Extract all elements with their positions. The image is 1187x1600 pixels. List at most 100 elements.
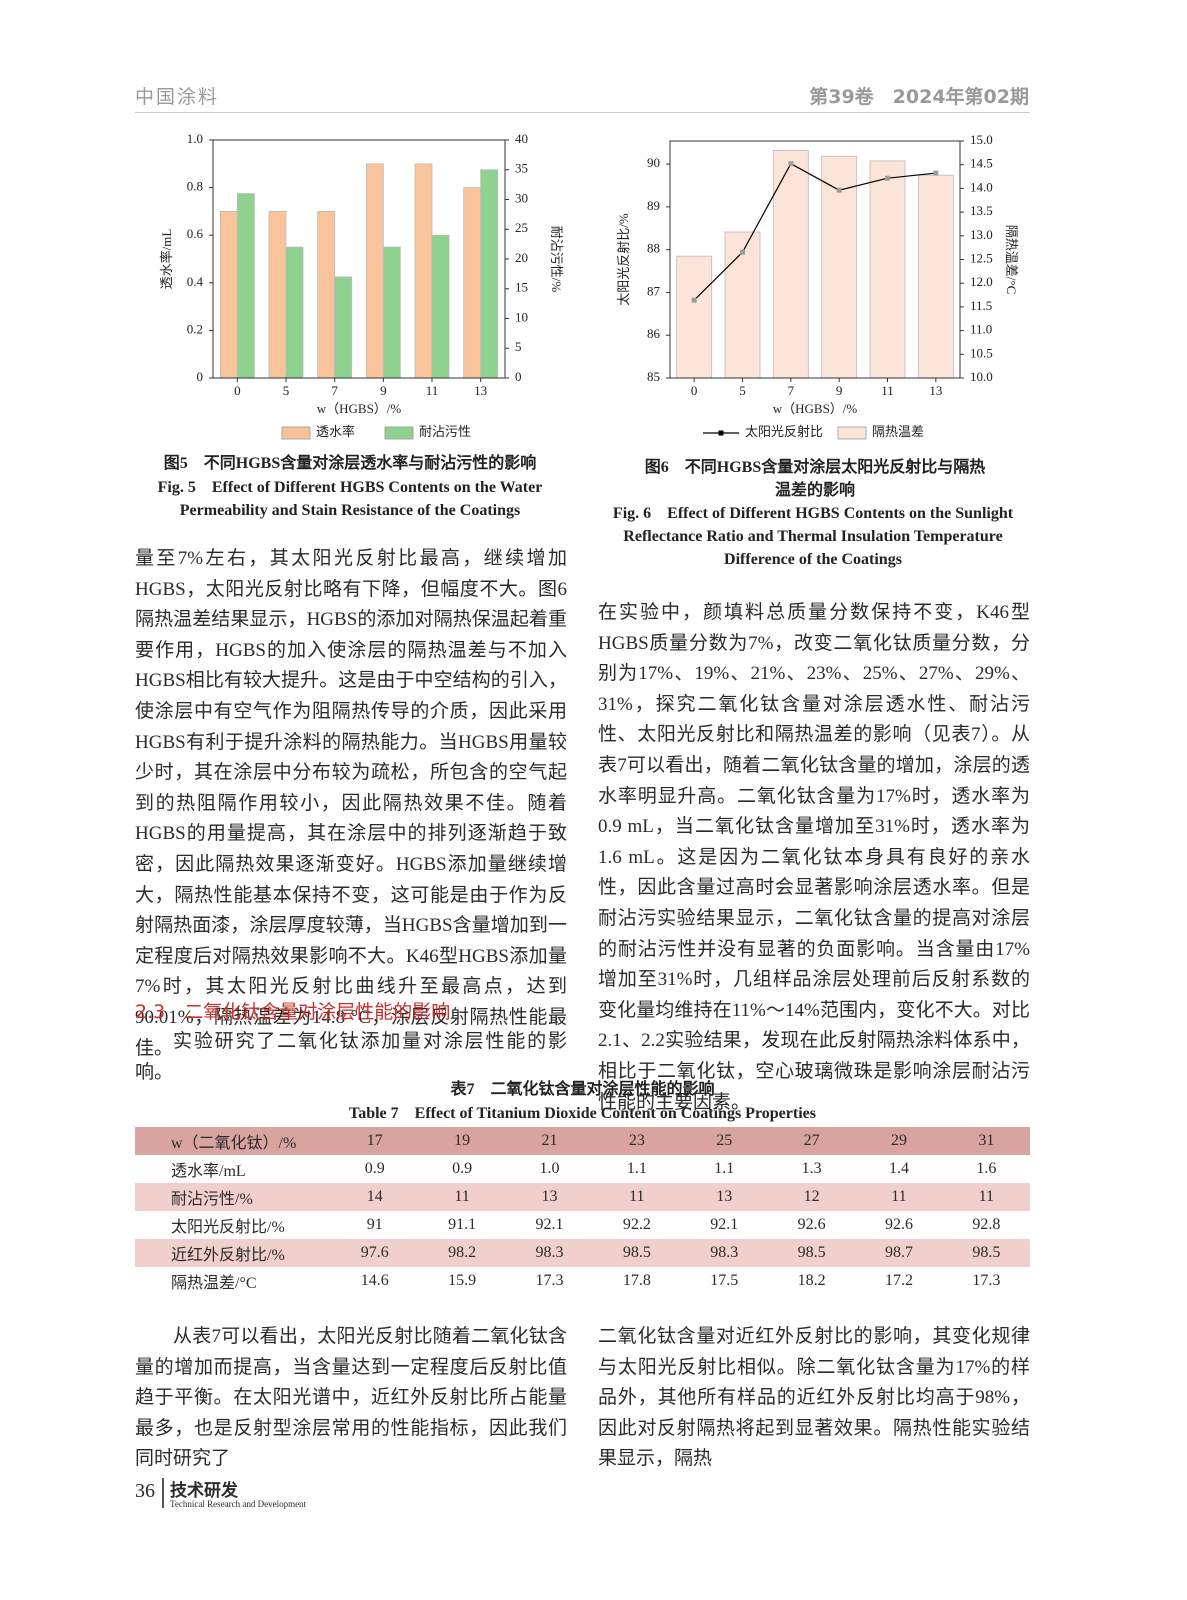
- cell: 91: [366, 1216, 383, 1233]
- header-cell: 23: [593, 1127, 681, 1155]
- y2-tick-label: 14.0: [970, 179, 993, 194]
- cell: 98.3: [505, 1239, 594, 1267]
- cell: 97.6: [331, 1239, 419, 1267]
- legend-label: 耐沾污性: [419, 424, 471, 439]
- cell: 17.5: [710, 1272, 739, 1289]
- bar: [317, 211, 336, 379]
- paragraph: 量至7%左右，其太阳光反射比最高，继续增加HGBS，太阳光反射比略有下降，但幅度…: [135, 548, 567, 1059]
- y2-tick-label: 14.5: [970, 156, 993, 171]
- table-row: w（二氧化钛）/% 17 19 21 23 25 27 29 31: [135, 1127, 1030, 1155]
- cell: 92.1: [710, 1216, 739, 1233]
- y2-tick-label: 5: [515, 339, 522, 354]
- y-tick-label: 87: [647, 283, 661, 298]
- cell: 17.8: [622, 1272, 651, 1289]
- legend-swatch: [281, 426, 311, 440]
- plot-frame: [212, 139, 506, 379]
- figure-5: 0 0.2 0.4 0.6 0.8 1.0 0 5 10 15 20 25 30 35 40 0 5 7 9 11 13…: [159, 131, 564, 440]
- x-tick-label: 9: [380, 383, 387, 398]
- cell: 98.3: [680, 1239, 768, 1267]
- cell: 13: [505, 1183, 594, 1211]
- x-tick-label: 13: [474, 383, 487, 398]
- cell: 13: [680, 1183, 768, 1211]
- table-title: 表7 二氧化钛含量对涂层性能的影响: [450, 1081, 715, 1098]
- figure-caption: 图6 不同HGBS含量对涂层太阳光反射比与隔热温差的影响: [644, 459, 986, 499]
- cell: 98.7: [855, 1239, 943, 1267]
- cell: 98.2: [418, 1239, 506, 1267]
- bar: [268, 211, 287, 379]
- bar: [869, 160, 906, 379]
- header-cell: 19: [418, 1127, 506, 1155]
- y2-tick-label: 40: [515, 131, 528, 146]
- cell: 11: [418, 1183, 506, 1211]
- table-title-en: Table 7 Effect of Titanium Dioxide Conte…: [349, 1105, 816, 1122]
- legend-label: 太阳光反射比: [745, 424, 823, 439]
- y2-tick-label: 30: [515, 190, 528, 205]
- cell: 98.5: [942, 1239, 1030, 1267]
- y2-tick-label: 10.5: [970, 345, 993, 360]
- y2-axis-label: 耐沾污性/%: [549, 226, 564, 293]
- cell: 12: [767, 1183, 856, 1211]
- cell: 0.9: [364, 1160, 385, 1177]
- bar: [821, 155, 858, 379]
- y2-tick-label: 15: [515, 280, 528, 295]
- cell: 14.6: [360, 1272, 389, 1289]
- bar: [236, 193, 255, 379]
- bar: [414, 163, 433, 379]
- header-rule: [135, 112, 1030, 113]
- line: [693, 162, 936, 301]
- marker: [885, 175, 890, 181]
- y-tick-label: 89: [647, 198, 660, 213]
- cell: 98.5: [767, 1239, 856, 1267]
- header-cell: 25: [680, 1127, 768, 1155]
- x-tick-label: 11: [426, 383, 439, 398]
- legend-swatch: [384, 426, 414, 440]
- table-row: 隔热温差/°C 14.6 15.9 17.3 17.8 17.5 18.2 17.2 17.3: [135, 1267, 1030, 1295]
- y-tick-label: 88: [647, 241, 660, 256]
- x-axis-label: w（HGBS）/%: [317, 401, 402, 416]
- bar: [382, 246, 401, 379]
- cell: 92.6: [884, 1216, 913, 1233]
- bar: [365, 163, 384, 379]
- y2-tick-label: 0: [515, 369, 522, 384]
- cell: 18.2: [797, 1272, 826, 1289]
- y2-tick-label: 20: [515, 250, 528, 265]
- cell: 1.1: [626, 1160, 647, 1177]
- bar: [431, 234, 450, 379]
- x-tick-label: 11: [881, 383, 894, 398]
- cell: 17.2: [884, 1272, 913, 1289]
- cell: 17.3: [535, 1272, 564, 1289]
- cell: 91.1: [448, 1216, 477, 1233]
- marker: [691, 297, 697, 303]
- y2-tick-label: 35: [515, 161, 528, 176]
- table-row: 耐沾污性/% 14 11 13 11 13 12 11 11: [135, 1183, 1030, 1211]
- bar: [676, 255, 713, 379]
- y-tick-label: 0.4: [187, 274, 204, 289]
- figure-caption-en: Fig. 6 Effect of Different HGBS Contents…: [612, 505, 1014, 568]
- legend-label: 隔热温差: [872, 424, 924, 439]
- cell: 1.6: [976, 1160, 997, 1177]
- y2-tick-label: 13.0: [970, 227, 993, 242]
- cell: 11: [593, 1183, 681, 1211]
- y-tick-label: 0.8: [187, 179, 203, 194]
- y2-tick-label: 12.0: [970, 274, 993, 289]
- cell: 92.8: [972, 1216, 1001, 1233]
- x-tick-label: 0: [691, 383, 698, 398]
- cell: 14: [331, 1183, 419, 1211]
- figure-6: 85868788899010.010.511.011.512.012.513.0…: [616, 132, 1019, 440]
- y-tick-label: 86: [647, 326, 661, 341]
- section-name-en: Technical Research and Development: [170, 1499, 307, 1509]
- table-row: 近红外反射比/% 97.6 98.2 98.3 98.5 98.3 98.5 98.7 98.5: [135, 1239, 1030, 1267]
- y-tick-label: 0.2: [187, 321, 203, 336]
- y2-tick-label: 13.5: [970, 203, 993, 218]
- footer-rule: [162, 1478, 164, 1508]
- bar: [480, 169, 499, 379]
- bar: [772, 150, 809, 379]
- y2-tick-label: 25: [515, 220, 528, 235]
- paragraph: 从表7可以看出，太阳光反射比随着二氧化钛含量的增加而提高，当含量达到一定程度后反…: [135, 1326, 567, 1470]
- cell: 近红外反射比/%: [135, 1239, 331, 1267]
- section-heading: 2.3 二氧化钛含量对涂层性能的影响: [135, 1001, 451, 1023]
- y2-tick-label: 10: [515, 309, 528, 324]
- cell: 17.3: [972, 1272, 1001, 1289]
- cell: 11: [855, 1183, 943, 1211]
